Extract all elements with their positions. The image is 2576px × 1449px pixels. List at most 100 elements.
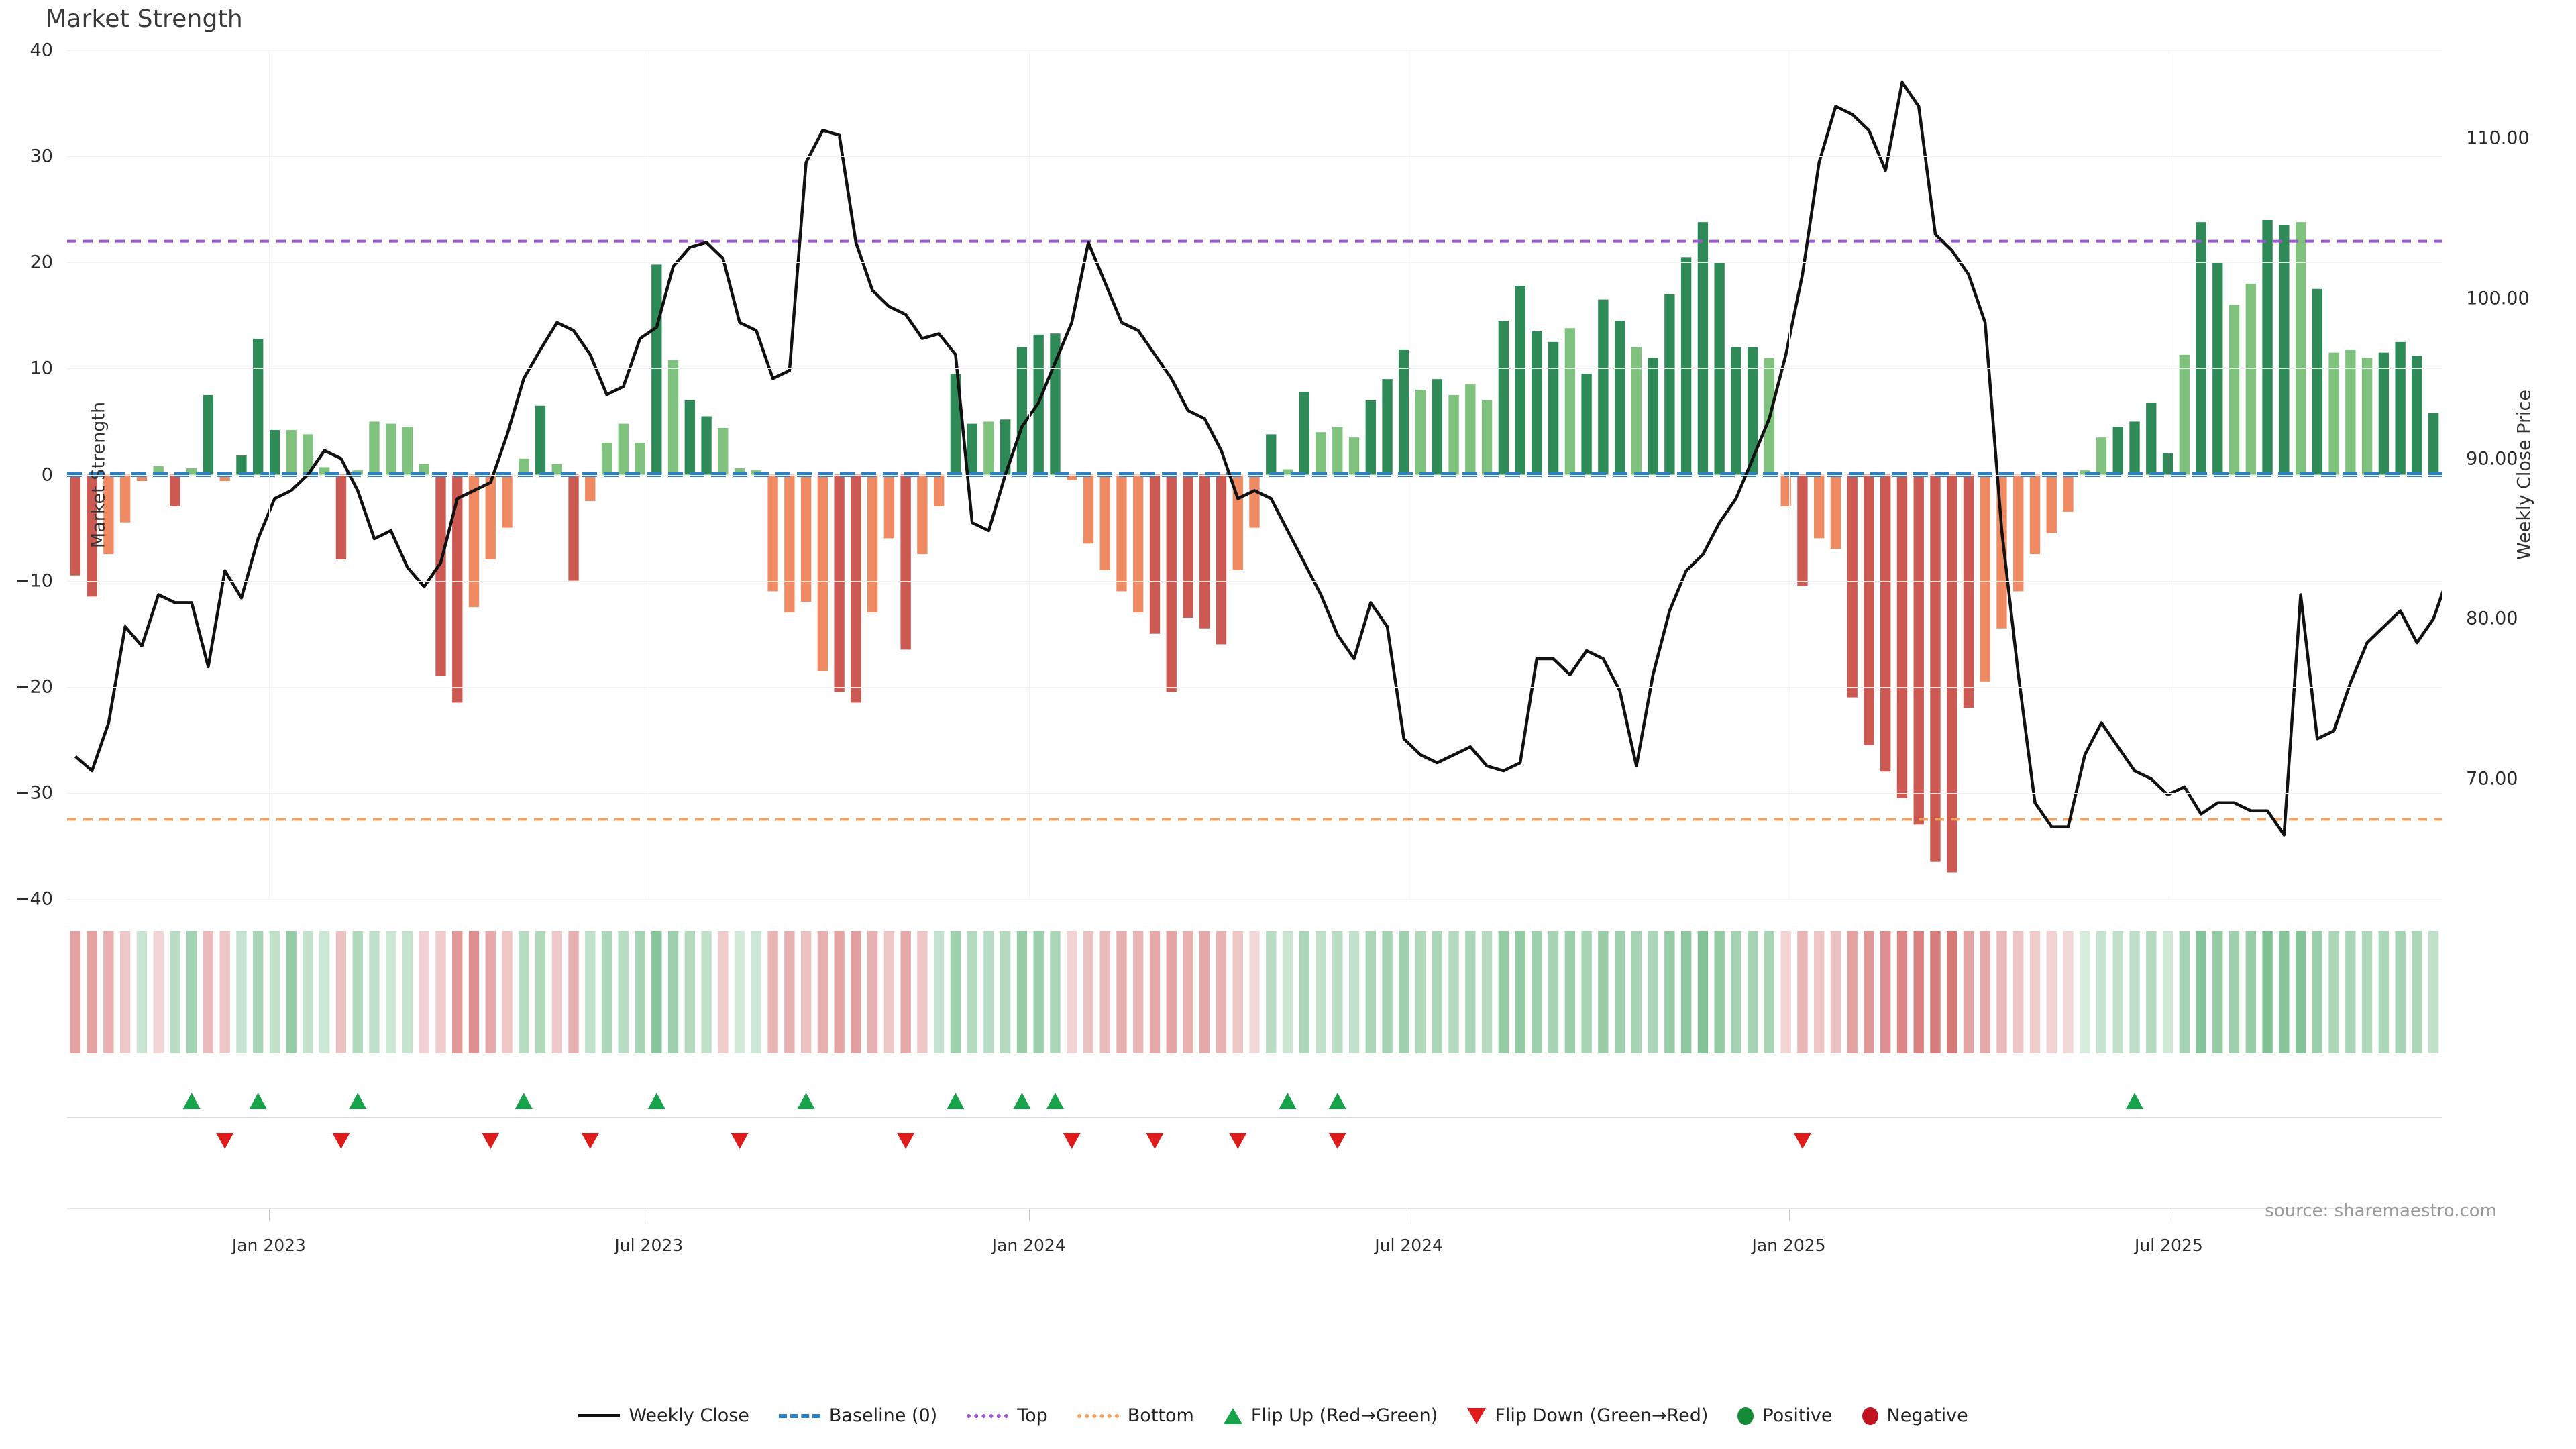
flip-up-marker [947,1093,965,1109]
strength-bar [186,468,197,475]
heat-strip-cell [452,931,463,1053]
heat-strip-cell [2212,931,2223,1053]
heat-strip-cell [2013,931,2024,1053]
heat-strip-cell [667,931,679,1053]
y-axis-tick-label: 20 [30,252,53,273]
flip-up-marker [1328,1093,1346,1109]
heat-strip-cell [751,931,762,1053]
strength-bar [2179,354,2190,475]
circle-green-icon [1737,1407,1754,1425]
flip-markers-svg [182,1093,2144,1149]
heat-strip-cell [2129,931,2140,1053]
heat-strip-cell [485,931,496,1053]
heat-strip-cell [1631,931,1642,1053]
strength-bar [203,394,214,475]
strength-bar [1000,419,1011,475]
strength-bar [917,474,928,555]
flip-down-marker [1793,1133,1811,1149]
flip-down-marker [216,1133,234,1149]
heat-strip-cell [1332,931,1343,1053]
heat-strip-cell [1515,931,1525,1053]
legend-item-label: Top [1017,1405,1048,1426]
strength-bar [1532,331,1542,475]
x-axis-tick-label: Jan 2025 [1752,1236,1826,1255]
heat-strip-cell [119,931,131,1053]
strength-bar [1614,321,1625,475]
legend-item[interactable]: Bottom [1077,1405,1194,1426]
heat-strip-cell [2262,931,2273,1053]
strength-bar [2080,470,2090,475]
legend-item[interactable]: Top [967,1405,1048,1426]
legend-item[interactable]: Baseline (0) [778,1405,937,1426]
heat-strip-cell [1980,931,1990,1053]
heat-strip-cell [701,931,712,1053]
dot-orange-icon [1077,1413,1119,1418]
y-axis-right-tick-label: 100.00 [2466,288,2530,309]
strength-bar [303,434,313,475]
strength-bar [386,423,396,475]
heat-strip-cell [1149,931,1161,1053]
heat-strip-cell [800,931,812,1053]
y-axis-tick-label: 30 [30,146,53,167]
heat-strip-cell [435,931,446,1053]
strength-bar [1847,474,1858,698]
heat-strip-cell [1432,931,1442,1053]
heat-strip-cell [203,931,214,1053]
strength-bar [2146,402,2157,475]
legend-item-label: Bottom [1127,1405,1194,1426]
heat-strip-cell [684,931,695,1053]
heat-strip-cell [2361,931,2373,1053]
legend-item[interactable]: Flip Down (Green→Red) [1467,1405,1708,1426]
dot-purple-icon [967,1413,1009,1418]
heat-strip-cell [1415,931,1426,1053]
gridline [67,262,2442,264]
strength-bar [2063,474,2074,512]
flip-up-marker [1013,1093,1031,1109]
heat-strip-cell [1067,931,1077,1053]
flip-down-marker [482,1133,500,1149]
heat-strip-cell [1564,931,1576,1053]
legend-item-label: Weekly Close [629,1405,749,1426]
strength-bar [2361,358,2373,475]
heat-strip-cell [369,931,380,1053]
weekly-close-line [74,80,2442,837]
legend-item[interactable]: Negative [1862,1405,1968,1426]
strength-bar [502,474,513,528]
strength-bar [1548,341,1559,475]
strength-bar [2295,222,2306,475]
strength-bar [701,416,712,475]
heat-strip-cell [2112,931,2123,1053]
flip-down-marker [581,1133,599,1149]
strength-bar [1249,474,1260,528]
legend-item[interactable]: Weekly Close [578,1405,749,1426]
strength-bar [950,374,961,475]
strength-bar [2378,352,2390,475]
heat-strip-cell [1864,931,1874,1053]
legend-item[interactable]: Flip Up (Red→Green) [1223,1405,1438,1426]
strength-bar [2096,437,2107,475]
strength-bar [1083,474,1094,544]
heat-strip-cell [1947,931,1957,1053]
strength-bar [286,430,297,475]
legend-item[interactable]: Positive [1737,1405,1833,1426]
strength-bar [551,464,562,475]
flip-down-marker [897,1133,915,1149]
heat-strip-cell [983,931,994,1053]
heat-strip-cell [1365,931,1376,1053]
flip-down-marker [1229,1133,1247,1149]
strength-bar [2428,413,2439,475]
y-axis-tick-label: 10 [30,358,53,379]
legend-item-label: Flip Up (Red→Green) [1250,1405,1438,1426]
legend-item-label: Positive [1762,1405,1833,1426]
heat-strip-cell [2096,931,2107,1053]
strength-bar [1266,434,1277,475]
strength-bar [1382,379,1393,475]
heat-strip-cell [1099,931,1110,1053]
heat-strip-cell [601,931,612,1053]
strength-bar [402,427,413,475]
gridline [67,792,2442,794]
y-axis-tick-label: −10 [14,570,53,592]
heat-strip-cell [1930,931,1941,1053]
strength-bar [1216,474,1227,645]
